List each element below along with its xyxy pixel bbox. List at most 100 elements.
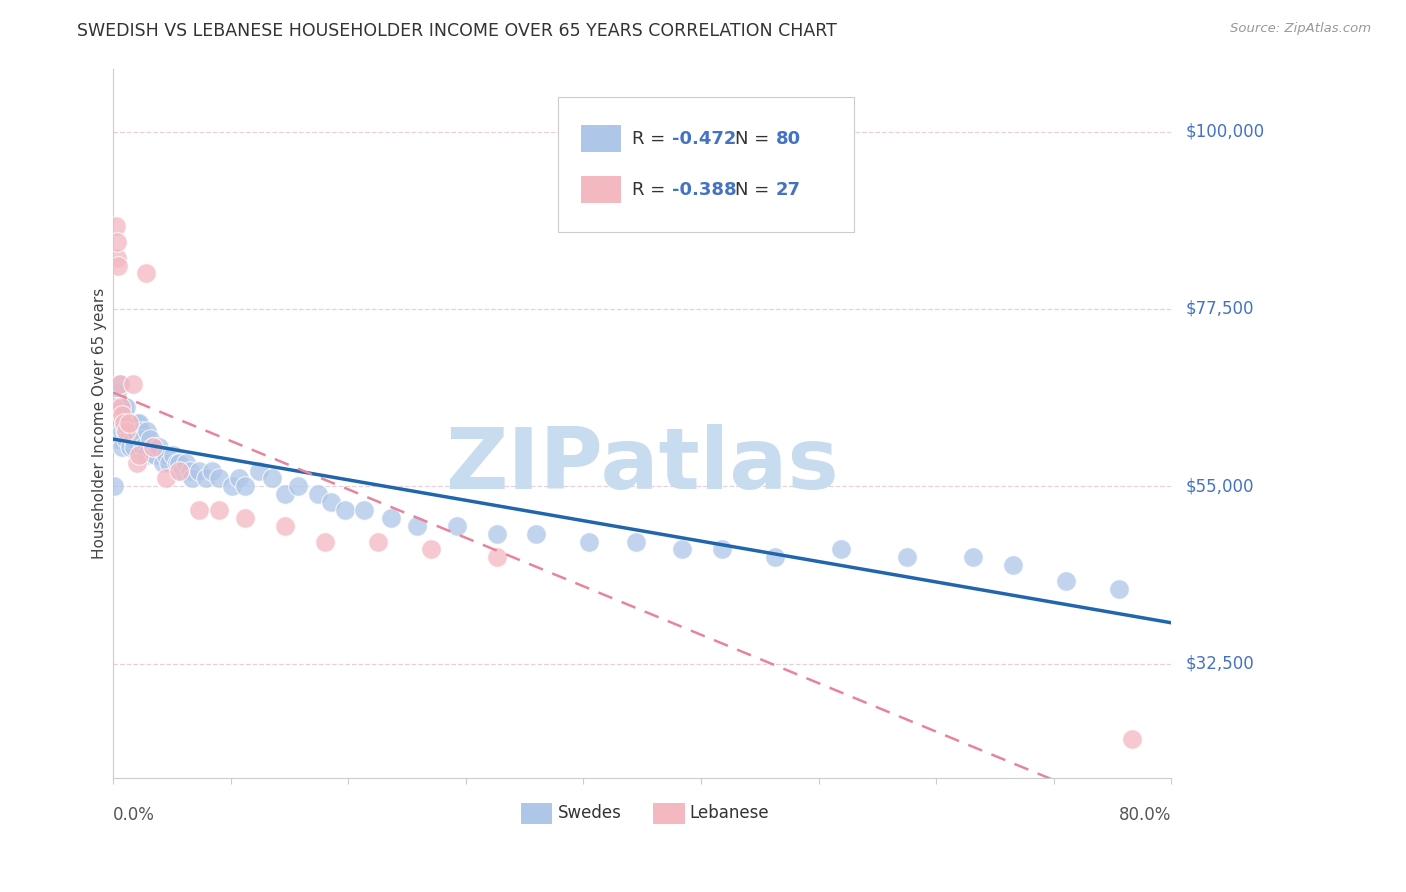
Point [132, 440, 155, 454]
Point [105, 409, 128, 423]
Point [108, 376, 131, 391]
Point [181, 471, 204, 485]
Point [287, 479, 309, 493]
Point [108, 424, 131, 438]
Point [896, 550, 918, 565]
Point [208, 471, 231, 485]
Point [406, 518, 429, 533]
Point [307, 487, 329, 501]
Point [105, 251, 128, 265]
Point [107, 259, 129, 273]
Text: 80.0%: 80.0% [1119, 806, 1171, 824]
Point [353, 503, 375, 517]
Point [333, 503, 356, 517]
Point [194, 471, 217, 485]
Point [124, 424, 146, 438]
Text: -0.388: -0.388 [672, 181, 737, 199]
Point [104, 424, 127, 438]
Point [125, 417, 148, 431]
Point [103, 401, 125, 415]
Point [112, 401, 135, 415]
Point [380, 511, 402, 525]
Point [274, 487, 297, 501]
Point [148, 440, 170, 454]
Point [1001, 558, 1024, 573]
Point [135, 448, 157, 462]
Point [188, 464, 211, 478]
Text: Lebanese: Lebanese [690, 805, 769, 822]
Point [108, 376, 131, 391]
Point [139, 432, 162, 446]
Point [167, 464, 190, 478]
Point [143, 448, 166, 462]
Point [122, 440, 145, 454]
Point [118, 424, 141, 438]
Point [110, 417, 132, 431]
Point [763, 550, 786, 565]
Point [107, 417, 129, 431]
Point [167, 456, 190, 470]
Point [1108, 582, 1130, 596]
Text: R =: R = [631, 181, 671, 199]
Point [114, 424, 136, 438]
Point [135, 267, 157, 281]
Point [485, 550, 508, 565]
Point [830, 542, 852, 557]
Text: Swedes: Swedes [558, 805, 621, 822]
Text: $55,000: $55,000 [1185, 477, 1254, 495]
Text: 0.0%: 0.0% [112, 806, 155, 824]
Text: SWEDISH VS LEBANESE HOUSEHOLDER INCOME OVER 65 YEARS CORRELATION CHART: SWEDISH VS LEBANESE HOUSEHOLDER INCOME O… [77, 22, 837, 40]
Point [129, 424, 152, 438]
Point [107, 432, 129, 446]
Point [624, 534, 647, 549]
Point [115, 424, 138, 438]
Point [142, 440, 165, 454]
Point [114, 409, 136, 423]
Text: R =: R = [631, 129, 671, 148]
Point [111, 409, 134, 423]
Text: 80: 80 [776, 129, 801, 148]
Point [120, 440, 142, 454]
Point [174, 456, 197, 470]
Point [121, 417, 143, 431]
Point [105, 384, 128, 399]
Point [131, 432, 153, 446]
Text: N =: N = [735, 129, 775, 148]
Point [162, 448, 184, 462]
FancyBboxPatch shape [581, 125, 621, 153]
Point [221, 479, 243, 493]
Point [125, 456, 148, 470]
Point [117, 417, 139, 431]
Point [188, 503, 211, 517]
Point [314, 534, 336, 549]
Point [152, 456, 174, 470]
Point [166, 456, 188, 470]
FancyBboxPatch shape [581, 177, 621, 203]
FancyBboxPatch shape [520, 803, 553, 824]
Point [128, 417, 150, 431]
Point [367, 534, 389, 549]
Point [112, 417, 135, 431]
Point [247, 464, 270, 478]
Point [112, 417, 135, 431]
Point [107, 401, 129, 415]
Point [155, 448, 177, 462]
Point [1121, 731, 1143, 746]
Point [122, 376, 145, 391]
Point [228, 471, 250, 485]
Point [208, 503, 231, 517]
Text: $77,500: $77,500 [1185, 300, 1254, 318]
Point [115, 401, 138, 415]
Point [710, 542, 733, 557]
Text: $100,000: $100,000 [1185, 122, 1264, 141]
Point [526, 526, 548, 541]
Point [111, 440, 134, 454]
Point [136, 424, 159, 438]
Text: 27: 27 [776, 181, 800, 199]
Point [233, 479, 256, 493]
Text: $32,500: $32,500 [1185, 655, 1254, 673]
Text: ZIPatlas: ZIPatlas [446, 425, 839, 508]
Point [260, 471, 283, 485]
Point [1054, 574, 1077, 588]
Text: Source: ZipAtlas.com: Source: ZipAtlas.com [1230, 22, 1371, 36]
